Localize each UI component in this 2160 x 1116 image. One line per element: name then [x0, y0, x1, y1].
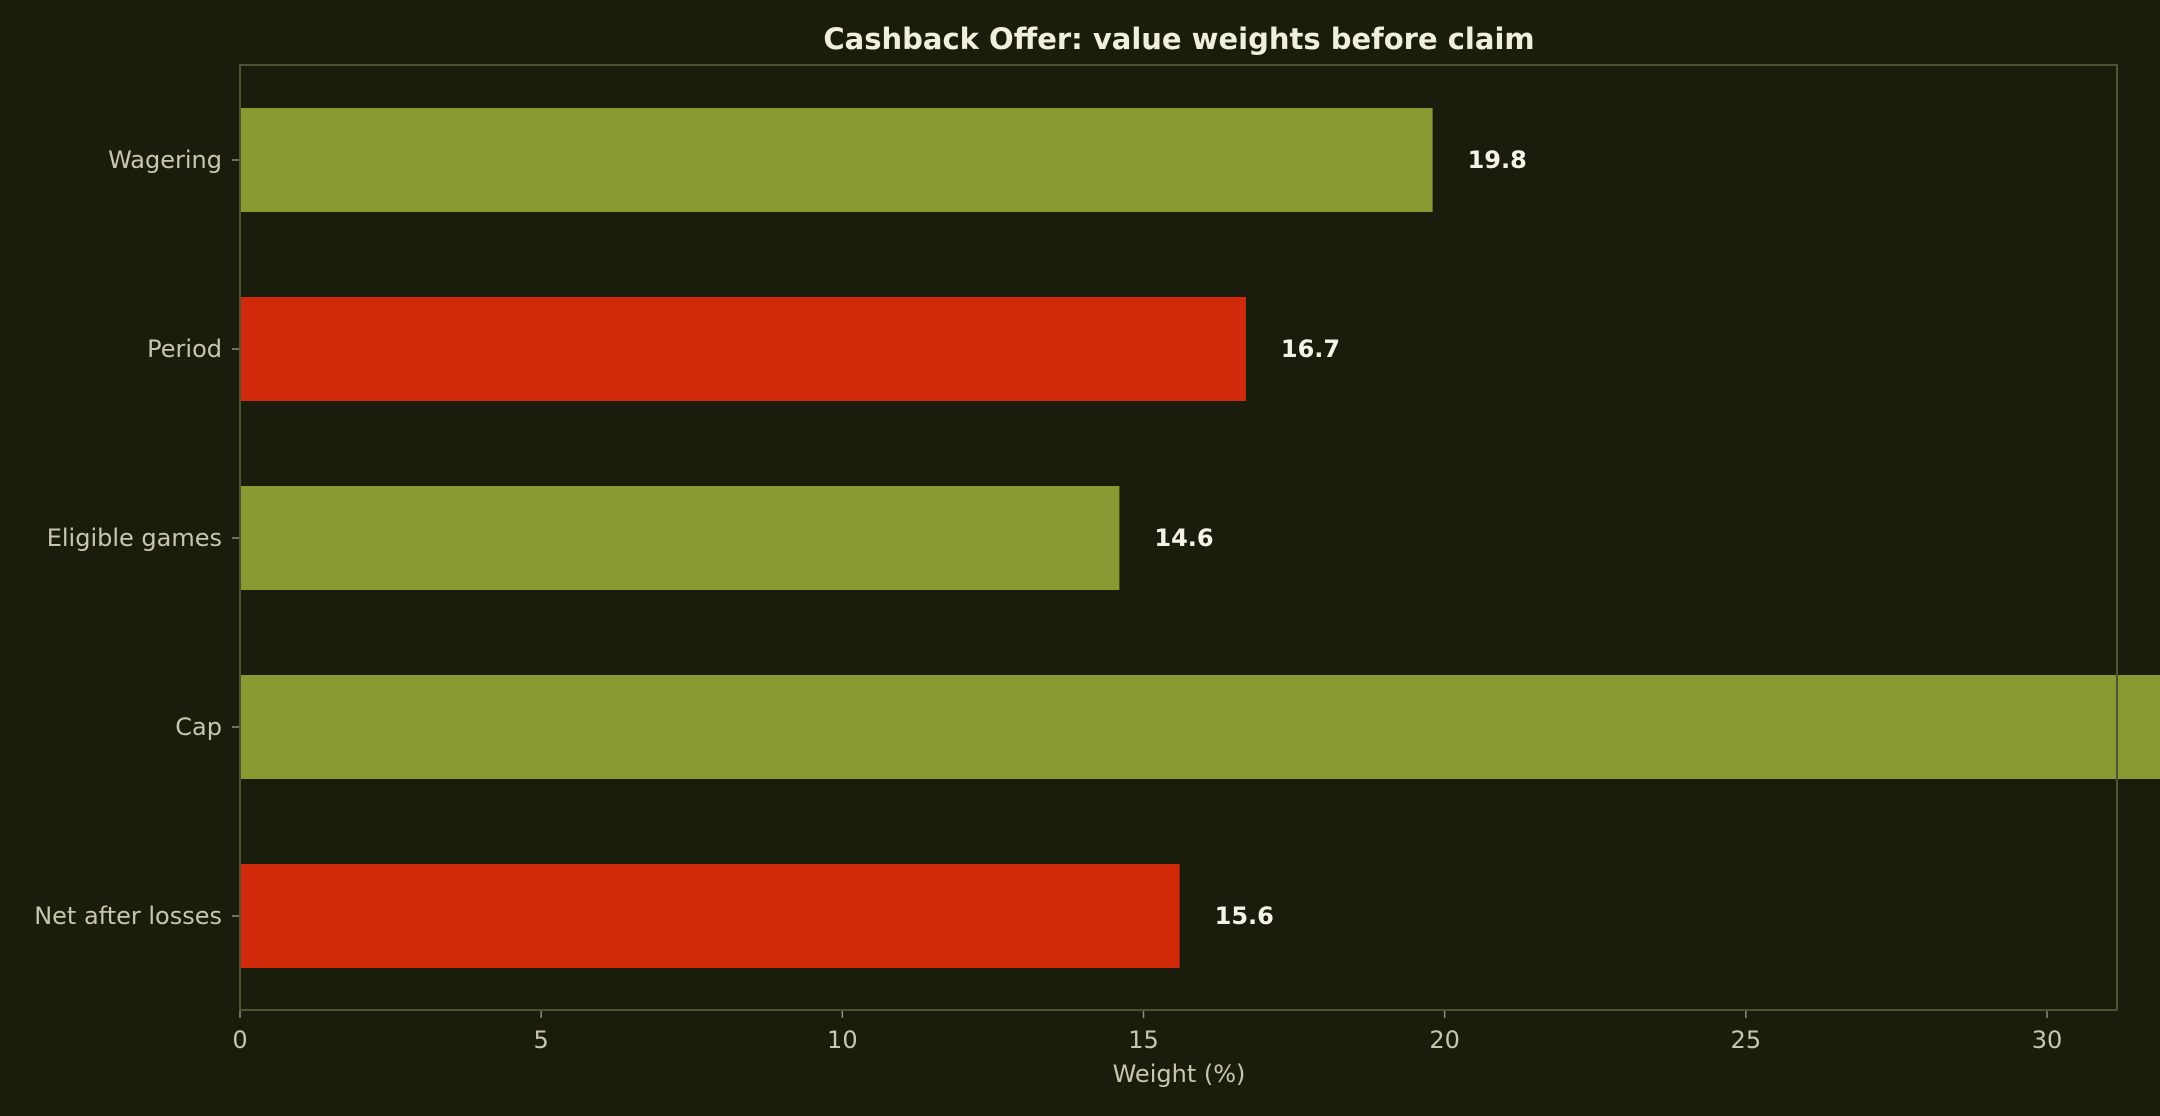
data-label-eligible-games: 14.6 — [1154, 524, 1213, 552]
chart-title: Cashback Offer: value weights before cla… — [823, 22, 1534, 56]
bar-cap — [240, 675, 2160, 779]
bar-period — [240, 297, 1246, 401]
x-tick-label-5: 5 — [534, 1026, 549, 1054]
data-label-period: 16.7 — [1281, 335, 1340, 363]
data-labels-layer: 19.816.714.633.315.6 — [1154, 146, 1527, 930]
data-label-net-after-losses: 15.6 — [1215, 902, 1274, 930]
y-tick-label-net-after-losses: Net after losses — [34, 902, 222, 930]
plot-frame — [239, 64, 2118, 1011]
x-axis: 0 5 10 15 20 25 30 — [232, 1010, 2062, 1054]
bar-net-after-losses — [240, 864, 1180, 968]
x-tick-label-15: 15 — [1128, 1026, 1159, 1054]
x-axis-label: Weight (%) — [1113, 1060, 1246, 1088]
bars-layer — [240, 108, 2160, 968]
x-tick-label-0: 0 — [232, 1026, 247, 1054]
y-axis: Wagering Period Eligible games Cap Net after… — [34, 146, 240, 930]
y-tick-label-wagering: Wagering — [108, 146, 222, 174]
y-tick-label-period: Period — [147, 335, 222, 363]
data-label-wagering: 19.8 — [1468, 146, 1527, 174]
x-tick-label-30: 30 — [2032, 1026, 2063, 1054]
bar-wagering — [240, 108, 1433, 212]
bar-eligible-games — [240, 486, 1120, 590]
x-tick-label-10: 10 — [827, 1026, 858, 1054]
x-tick-label-25: 25 — [1731, 1026, 1762, 1054]
y-tick-label-cap: Cap — [175, 713, 222, 741]
x-tick-label-20: 20 — [1429, 1026, 1460, 1054]
y-tick-label-eligible-games: Eligible games — [47, 524, 222, 552]
